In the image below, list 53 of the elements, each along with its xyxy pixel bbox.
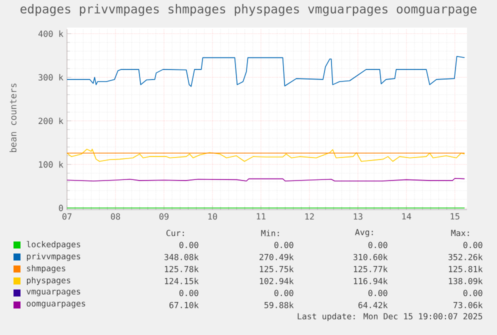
text: Avg: (355, 229, 373, 237)
text: 102.94k (260, 278, 294, 284)
text: 0.00 (368, 242, 388, 248)
chart-title: edpages privvmpages shmpages physpages vmguarpages oomguarpage (20, 4, 476, 16)
x-tick-label: 11 (256, 213, 266, 220)
x-tick-label: 09 (159, 213, 169, 220)
y-tick-label: 0 (58, 204, 63, 212)
y-tick-label: 300 k (38, 74, 64, 81)
x-tick-label: 08 (110, 213, 120, 220)
text: Last update: Mon Dec 15 19:00:07 2025 (298, 313, 482, 321)
x-tick-label: 12 (305, 213, 314, 220)
text: 64.42k (358, 302, 388, 308)
x-tick-label: 10 (208, 213, 218, 220)
y-tick-label: 400 k (38, 30, 64, 37)
y-tick-label: 100 k (39, 161, 64, 168)
text: 270.49k (260, 254, 294, 260)
legend-label: vmguarpages (26, 290, 80, 296)
y-tick-label: 200 k (38, 118, 64, 124)
text: 0.00 (463, 242, 482, 248)
text: Cur: (166, 230, 184, 236)
text: Max: (451, 230, 469, 236)
text: 352.26k (448, 254, 483, 260)
x-tick-label: 07 (62, 213, 72, 220)
text: 0.00 (274, 290, 294, 296)
text: Min: (261, 230, 279, 236)
y-axis-title: bean counters (10, 84, 16, 152)
legend-label: lockedpages (26, 240, 80, 250)
text: 125.81k (448, 266, 483, 272)
text: 0.00 (463, 290, 482, 296)
text: 73.06k (454, 302, 483, 308)
text: 67.10k (169, 302, 199, 308)
text: 125.77k (354, 266, 388, 272)
legend-label: privvmpages (26, 252, 80, 262)
legend-label: shmpages (27, 264, 66, 274)
x-tick-label: 13 (354, 213, 362, 220)
x-tick-label: 14 (402, 213, 412, 220)
legend-label: oomguarpages (26, 302, 86, 308)
text: 138.09k (448, 278, 483, 284)
text: 125.78k (164, 266, 199, 272)
text: 0.00 (274, 242, 294, 248)
text: 348.08k (164, 254, 199, 260)
text: 124.15k (164, 278, 199, 284)
text: 125.75k (260, 266, 294, 272)
text: 0.00 (179, 290, 198, 296)
text: 0.00 (368, 290, 388, 296)
line-series (66, 56, 465, 87)
x-tick-label: 15 (450, 213, 460, 220)
text: 310.60k (354, 254, 388, 260)
line-series (66, 148, 465, 162)
text: 116.94k (354, 278, 388, 284)
text: 59.88k (264, 302, 294, 308)
text: 0.00 (179, 242, 198, 248)
legend-label: physpages (26, 276, 70, 286)
